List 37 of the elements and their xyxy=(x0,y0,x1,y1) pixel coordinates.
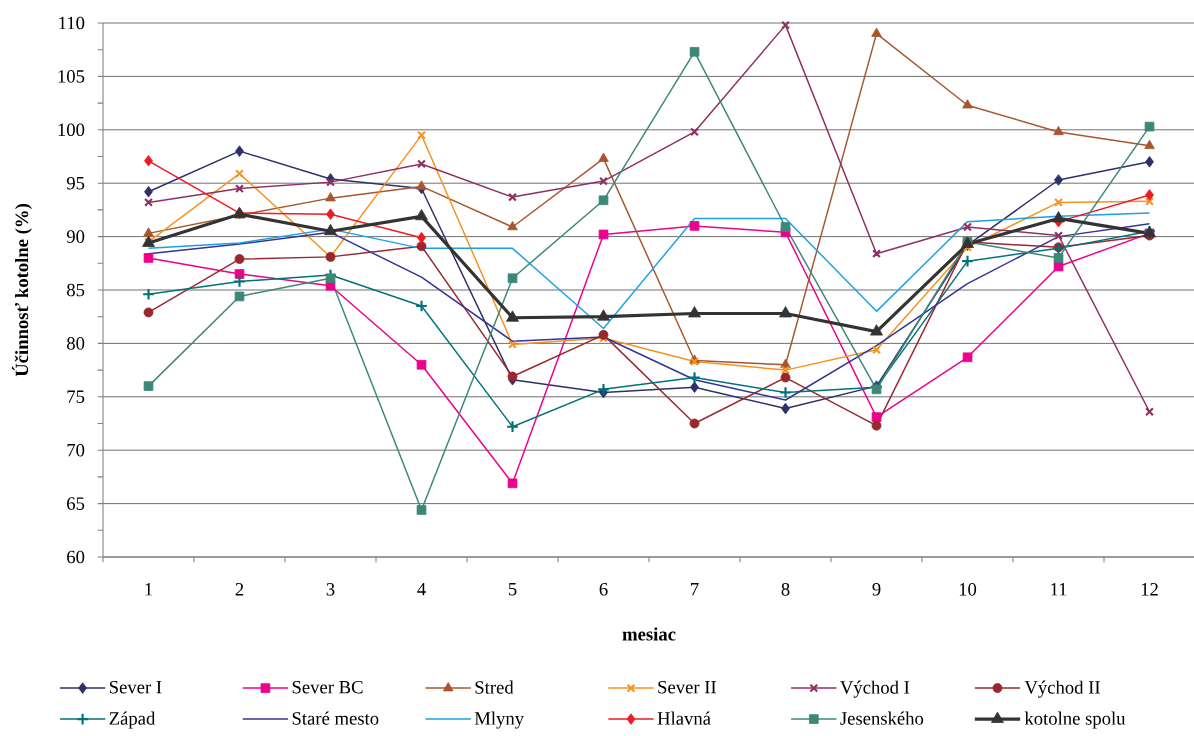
y-tick-label: 90 xyxy=(66,230,85,243)
y-tick-label: 75 xyxy=(67,390,85,404)
legend-label: Sever I xyxy=(109,680,162,694)
x-tick-label: 6 xyxy=(599,583,608,596)
y-tick-label: 105 xyxy=(58,70,85,83)
legend-label: Sever II xyxy=(658,680,717,694)
legend-label: Západ xyxy=(109,711,156,729)
x-tick-label: 7 xyxy=(691,583,699,596)
legend-label: Staré mesto xyxy=(292,711,379,725)
legend-label: kotolne spolu xyxy=(1024,711,1126,729)
legend-label: Hlavná xyxy=(657,711,711,725)
x-tick-label: 11 xyxy=(1051,583,1067,596)
x-tick-label: 10 xyxy=(959,583,977,596)
x-tick-label: 1 xyxy=(145,583,153,596)
legend-label: Sever BC xyxy=(292,680,363,694)
y-tick-label: 60 xyxy=(67,550,85,564)
legend-label: Východ II xyxy=(1024,680,1100,698)
x-tick-label: 5 xyxy=(508,583,517,596)
legend-label: Mlyny xyxy=(474,711,524,729)
x-tick-label: 9 xyxy=(872,583,881,596)
y-axis-title: Účinnosť kotolne (%) xyxy=(11,204,32,377)
y-tick-label: 95 xyxy=(66,176,85,190)
y-tick-label: 80 xyxy=(67,337,85,350)
legend-label: Jesenského xyxy=(840,711,924,725)
x-tick-label: 3 xyxy=(326,583,335,596)
legend-label: Stred xyxy=(475,680,514,694)
y-tick-label: 110 xyxy=(59,16,85,30)
y-tick-label: 70 xyxy=(67,443,85,457)
x-tick-label: 2 xyxy=(235,583,244,596)
x-tick-label: 12 xyxy=(1141,583,1158,596)
x-tick-label: 4 xyxy=(417,583,426,596)
x-tick-label: 8 xyxy=(781,583,790,596)
y-tick-label: 65 xyxy=(67,497,85,510)
x-axis-title: mesiac xyxy=(622,627,676,641)
legend-label: Východ I xyxy=(840,680,910,698)
y-tick-label: 100 xyxy=(58,123,85,137)
y-tick-label: 85 xyxy=(67,283,85,297)
